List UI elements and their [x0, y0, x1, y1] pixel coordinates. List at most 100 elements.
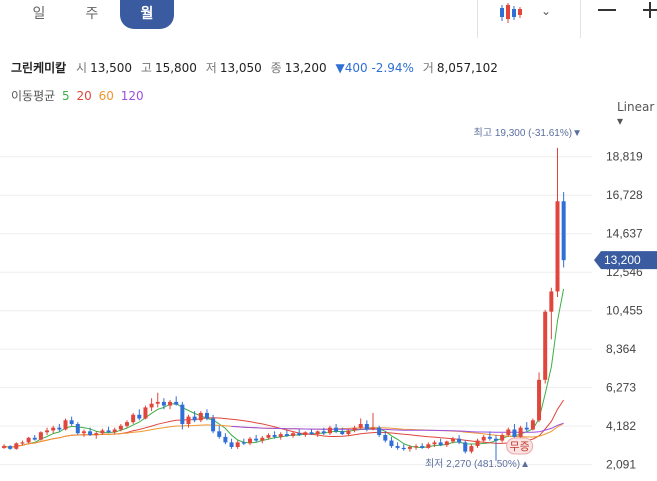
candle	[334, 423, 339, 434]
candle-body	[469, 446, 474, 452]
candle	[75, 422, 80, 436]
ma-20[interactable]: 20	[76, 89, 92, 103]
candle-body	[537, 379, 542, 421]
candle-body	[235, 442, 240, 447]
candle-body	[315, 431, 320, 435]
candle-body	[487, 436, 492, 439]
candle-body	[327, 427, 332, 434]
candle-body	[377, 427, 382, 436]
candle	[475, 438, 480, 448]
candle-body	[198, 412, 203, 421]
candle	[69, 416, 74, 426]
candle	[537, 372, 542, 423]
ma-120[interactable]: 120	[120, 89, 144, 103]
candle-body	[475, 440, 480, 447]
candle	[211, 414, 216, 434]
candle-body	[518, 427, 523, 437]
candle	[241, 438, 246, 446]
candle-body	[506, 429, 511, 436]
candle	[168, 400, 173, 410]
scale-selector[interactable]: Linear ▾	[617, 100, 655, 128]
high-value: 15,800	[154, 61, 197, 75]
candle	[266, 433, 271, 440]
candle	[407, 445, 412, 452]
candle	[506, 427, 511, 437]
candle-body	[131, 414, 136, 423]
chevron-down-icon[interactable]: ⌄	[541, 4, 552, 18]
candle	[420, 443, 425, 449]
candle	[106, 426, 111, 434]
candle	[248, 436, 252, 446]
candle-body	[340, 431, 345, 435]
candle-body	[51, 427, 56, 431]
tab-week[interactable]: 주	[85, 6, 99, 22]
scale-label: Linear	[617, 100, 655, 114]
candle-body	[57, 427, 62, 430]
candle-body	[223, 436, 228, 443]
candle-body	[500, 435, 505, 441]
candle-body	[149, 403, 154, 408]
event-marker-label: 무증	[509, 440, 529, 453]
minus-icon[interactable]	[598, 9, 616, 11]
candle	[518, 425, 523, 438]
candle-body	[278, 434, 283, 437]
candle	[315, 430, 320, 437]
candle	[364, 420, 369, 432]
candle	[284, 430, 289, 437]
toolbar-divider	[580, 0, 581, 38]
candle-body	[321, 431, 326, 434]
candle	[14, 442, 19, 450]
candle	[432, 440, 437, 447]
candle-body	[334, 427, 339, 432]
candle-body	[284, 434, 289, 436]
candle	[543, 309, 548, 384]
candle	[500, 433, 505, 443]
candle	[426, 442, 431, 449]
candle	[260, 435, 265, 444]
candle-body	[229, 442, 234, 447]
candle	[303, 431, 308, 437]
ma-60[interactable]: 60	[98, 89, 114, 103]
ma-5[interactable]: 5	[62, 89, 70, 103]
candle	[229, 438, 234, 449]
y-tick-label: 10,455	[606, 304, 643, 318]
tab-day[interactable]: 일	[32, 6, 46, 22]
candle	[38, 431, 43, 441]
candle	[2, 444, 6, 449]
candle-body	[364, 423, 369, 430]
candle	[155, 392, 160, 408]
low-label: 저	[205, 61, 217, 75]
candle	[524, 422, 529, 432]
candle	[377, 425, 382, 437]
candle	[291, 431, 296, 438]
candle	[469, 444, 474, 454]
candle	[8, 445, 13, 450]
max-price-annotation: 최고 19,300 (-31.61%)▼	[474, 127, 582, 139]
low-value: 13,050	[219, 61, 262, 75]
y-tick-label: 2,091	[606, 458, 636, 472]
y-tick-label: 6,273	[606, 381, 636, 395]
candle	[192, 411, 197, 423]
volume-value: 8,057,102	[436, 61, 498, 75]
candle	[137, 409, 142, 421]
candle-body	[88, 431, 93, 436]
candle	[180, 401, 185, 430]
candle	[161, 398, 166, 410]
candle-body	[450, 438, 455, 442]
candle-body	[161, 401, 166, 406]
current-price-tag	[594, 251, 657, 270]
candle	[32, 435, 37, 441]
candle-body	[266, 435, 271, 438]
tab-month[interactable]: 월	[120, 0, 174, 29]
candle-body	[494, 438, 498, 441]
candle	[340, 427, 345, 436]
candle	[272, 431, 277, 439]
candle-body	[457, 438, 462, 443]
candle	[457, 435, 462, 445]
candlestick-icon[interactable]	[498, 2, 524, 24]
candle	[549, 287, 554, 340]
candle-body	[94, 433, 99, 436]
candle	[401, 444, 406, 451]
candle	[204, 409, 209, 421]
